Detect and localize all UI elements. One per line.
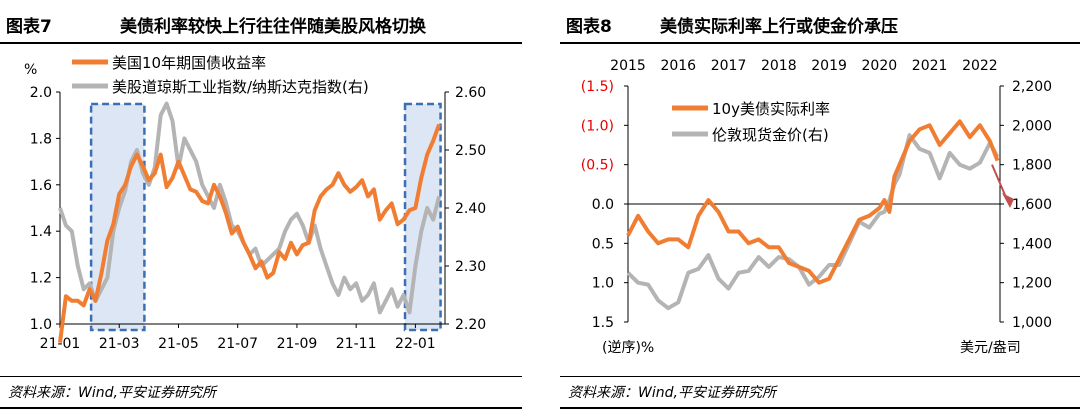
left-y-tick-label: 0.5 [592, 236, 614, 252]
left-y-tick-label: (1.0) [581, 118, 614, 134]
left-y-tick-label: 1.0 [592, 276, 614, 292]
left-y-tick-label: 1.8 [30, 131, 52, 147]
left-y-tick-label: 1.5 [592, 315, 614, 331]
left-figure-number: 图表7 [6, 17, 52, 37]
left-y-axis-label: (逆序)% [602, 340, 654, 356]
x-tick-label: 21-07 [217, 336, 258, 352]
left-y-tick-label: 1.6 [30, 178, 52, 194]
right-y-tick-label: 2.20 [455, 317, 486, 333]
left-source: 资料来源：Wind,平安证券研究所 [8, 385, 216, 401]
left-y-tick-label: (1.5) [581, 79, 614, 95]
annotation-arrow-head [1002, 193, 1014, 209]
left-figure-title: 美债利率较快上行往往伴随美股风格切换 [120, 17, 426, 37]
left-y-axis-label: % [24, 62, 37, 78]
right-y-tick-label: 1,800 [1012, 158, 1052, 174]
x-tick-label: 21-09 [277, 336, 318, 352]
x-tick-label: 2022 [962, 58, 998, 74]
legend-label-0: 10y美债实际利率 [712, 100, 830, 118]
left-y-tick-label: 1.0 [30, 317, 52, 333]
left-y-tick-label: 0.0 [592, 197, 614, 213]
x-tick-label: 2021 [912, 58, 948, 74]
right-y-tick-label: 1,400 [1012, 236, 1052, 252]
right-source: 资料来源：Wind,平安证券研究所 [568, 385, 776, 401]
right-panel: 图表8 美债实际利率上行或使金价承压 (1.5) (1.0) (0.5) 0.0 0.5… [560, 0, 1080, 416]
left-y-tick-label: 1.2 [30, 271, 52, 287]
right-figure-title: 美债实际利率上行或使金价承压 [660, 17, 898, 37]
left-y-tick-label: 1.4 [30, 224, 52, 240]
x-tick-label: 21-01 [40, 336, 81, 352]
right-source-bar: 资料来源：Wind,平安证券研究所 [560, 376, 1080, 409]
series-line-0 [58, 123, 441, 343]
legend-label-1: 伦敦现货金价(右) [712, 126, 829, 144]
legend-label-1: 美股道琼斯工业指数/纳斯达克指数(右) [112, 78, 369, 96]
x-tick-label: 2015 [610, 58, 646, 74]
right-y-axis-label: 美元/盎司 [960, 340, 1021, 356]
x-tick-label: 2016 [660, 58, 696, 74]
right-y-tick-label: 1,200 [1012, 276, 1052, 292]
left-y-tick-label: (0.5) [581, 158, 614, 174]
left-source-bar: 资料来源：Wind,平安证券研究所 [0, 376, 522, 409]
x-tick-label: 21-11 [336, 336, 377, 352]
right-y-tick-label: 2.60 [455, 85, 486, 101]
legend-label-0: 美国10年期国债收益率 [112, 54, 266, 72]
series-line-1 [626, 133, 1000, 311]
right-figure-number: 图表8 [566, 17, 612, 37]
right-y-tick-label: 1,000 [1012, 315, 1052, 331]
left-y-tick-label: 2.0 [30, 85, 52, 101]
right-y-tick-label: 2,000 [1012, 118, 1052, 134]
right-y-tick-label: 2.40 [455, 201, 486, 217]
left-chart: 1.0 1.2 1.4 1.6 1.8 2.0% 2.20 2.30 2.40 2.50 2.60 2… [24, 54, 486, 352]
right-y-tick-label: 2.30 [455, 259, 486, 275]
right-y-tick-label: 1,600 [1012, 197, 1052, 213]
left-panel: 图表7 美债利率较快上行往往伴随美股风格切换 1.0 1.2 1.4 1.6 1.8 2.… [0, 0, 522, 416]
right-title-bar: 图表8 美债实际利率上行或使金价承压 [560, 4, 1080, 44]
x-tick-label: 2017 [711, 58, 747, 74]
x-tick-label: 2018 [761, 58, 797, 74]
right-y-tick-label: 2,200 [1012, 79, 1052, 95]
x-tick-label: 21-03 [99, 336, 140, 352]
x-tick-label: 2019 [811, 58, 847, 74]
x-tick-label: 21-05 [158, 336, 199, 352]
x-tick-label: 2020 [862, 58, 898, 74]
x-tick-label: 22-01 [395, 336, 436, 352]
left-title-bar: 图表7 美债利率较快上行往往伴随美股风格切换 [0, 4, 522, 44]
series-line-0 [626, 119, 1000, 285]
right-y-tick-label: 2.50 [455, 143, 486, 159]
right-chart: (1.5) (1.0) (0.5) 0.0 0.5 1.0 1.5 (逆序)% 1,000 1,2… [581, 58, 1052, 356]
